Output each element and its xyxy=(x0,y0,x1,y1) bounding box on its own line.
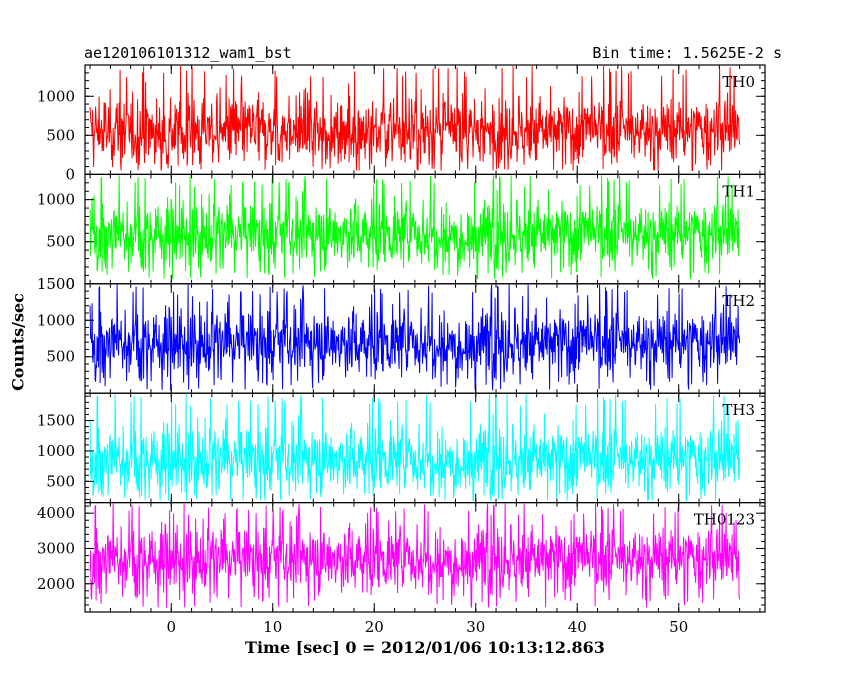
y-tick-label: 1000 xyxy=(37,442,75,460)
y-tick-label: 1000 xyxy=(37,87,75,105)
chart-title-bin-time: Bin time: 1.5625E-2 s xyxy=(592,44,782,62)
y-tick-label: 1500 xyxy=(37,275,75,293)
y-axis-label: Counts/sec xyxy=(8,293,28,391)
x-tick-label: 30 xyxy=(466,618,485,636)
x-axis-label: Time [sec] 0 = 2012/01/06 10:13:12.863 xyxy=(245,638,605,657)
y-tick-label: 1500 xyxy=(37,412,75,430)
y-tick-label: 3000 xyxy=(37,539,75,557)
y-tick-label: 500 xyxy=(46,126,75,144)
x-tick-label: 20 xyxy=(365,618,384,636)
x-tick-label: 50 xyxy=(669,618,688,636)
panel-label-th2: TH2 xyxy=(722,292,755,310)
y-tick-label: 1000 xyxy=(37,191,75,209)
lightcurve-th0 xyxy=(89,65,741,171)
lightcurve-th2 xyxy=(89,284,741,392)
panel-label-th0: TH0 xyxy=(722,73,755,91)
lightcurve-th0123 xyxy=(89,503,741,608)
y-tick-label: 500 xyxy=(46,348,75,366)
panel-label-th0123: TH0123 xyxy=(694,511,755,529)
chart-title-left: ae120106101312_wam1_bst xyxy=(84,44,292,62)
lightcurve-th1 xyxy=(89,175,741,280)
panel-label-th1: TH1 xyxy=(722,182,755,200)
y-tick-label: 1000 xyxy=(37,311,75,329)
y-tick-label: 0 xyxy=(65,275,75,293)
y-tick-label: 2000 xyxy=(37,575,75,593)
x-tick-label: 40 xyxy=(568,618,587,636)
panel-frame-th0123 xyxy=(84,502,766,613)
y-tick-label: 500 xyxy=(46,472,75,490)
x-tick-label: 10 xyxy=(263,618,282,636)
y-tick-label: 0 xyxy=(65,165,75,183)
x-tick-label: 0 xyxy=(166,618,176,636)
y-tick-label: 4000 xyxy=(37,504,75,522)
y-tick-label: 500 xyxy=(46,233,75,251)
lightcurve-th3 xyxy=(89,394,741,502)
panel-label-th3: TH3 xyxy=(722,401,755,419)
